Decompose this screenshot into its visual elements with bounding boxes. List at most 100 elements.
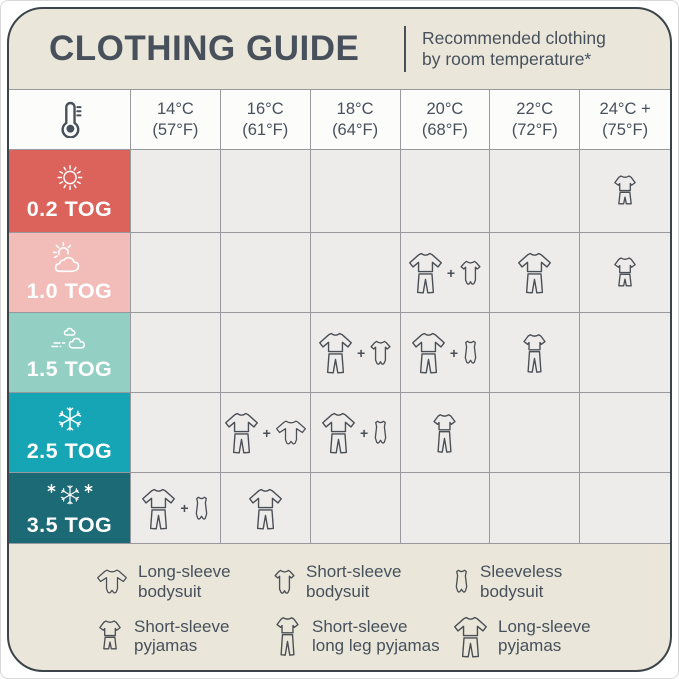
tog-label: 1.0 TOG [26,278,113,303]
long-sleeve-pyjamas-icon [322,412,355,454]
long-sleeve-bodysuit-icon [97,569,127,594]
clothing-cell-r1-c6 [580,150,670,233]
temp-fahrenheit: (72°F) [511,120,558,139]
clothing-cell-r3-c3: + [310,313,401,393]
header-divider [404,26,406,72]
long-sleeve-pyjamas-icon [454,616,487,658]
subtitle-line1: Recommended clothing [422,28,606,48]
column-header-5: 22°C (72°F) [490,90,581,150]
temp-celsius: 20°C [426,100,464,119]
clothing-cell-r2-c6 [580,233,670,313]
sun-icon [57,164,82,190]
short-sleeve-long-leg-pyjamas-icon [523,333,546,373]
sleeveless-bodysuit-icon [464,340,477,364]
clothing-cell-r4-c6 [580,393,670,473]
clothing-cell-r4-c1 [131,393,221,473]
long-sleeve-pyjamas-icon [411,332,445,374]
column-header-4: 20°C (68°F) [400,90,491,150]
thermometer-icon [61,101,82,138]
legend-label: Short-sleeve long leg pyjamas [312,616,440,656]
column-header-1: 14°C (57°F) [131,90,221,150]
plus-separator: + [262,424,271,441]
clothing-cell-r4-c2: + [220,393,311,473]
column-header-6: 24°C + (75°F) [580,90,670,150]
short-sleeve-long-leg-pyjamas-icon [276,617,299,656]
clothing-cell-r2-c1 [131,233,221,313]
header-subtitle: Recommended clothing by room temperature… [422,28,644,70]
legend-label: Sleeveless bodysuit [480,562,563,601]
sleeveless-bodysuit-icon [195,496,207,520]
sleeveless-bodysuit-icon [455,569,468,593]
temp-fahrenheit: (57°F) [152,120,199,139]
clothing-cell-r1-c2 [220,150,311,233]
clothing-cell-r4-c4 [400,393,491,473]
temp-fahrenheit: (64°F) [332,120,379,139]
clothing-cell-r1-c1 [131,150,221,233]
plus-separator: + [446,264,455,281]
long-sleeve-pyjamas-icon [248,488,282,530]
clothing-guide-card: CLOTHING GUIDE Recommended clothing by r… [7,7,672,672]
legend-label: Short-sleeve bodysuit [306,562,402,601]
temp-celsius: 14°C [156,100,194,119]
tog-row-label-2-5-tog: 2.5 TOG [9,393,131,473]
plus-separator: + [449,344,458,361]
clothing-cell-r4-c5 [490,393,581,473]
clothing-cell-r1-c4 [400,150,491,233]
short-sleeve-bodysuit-icon [370,340,391,365]
tog-row-label-0-2-tog: 0.2 TOG [9,150,131,233]
legend: Long-sleeve bodysuit Short-sleeve bodysuit S… [9,544,670,670]
clothing-cell-r3-c4: + [400,313,491,393]
legend-item-short-sleeve-pyjamas: Short-sleeve pyjamas [95,617,272,655]
short-sleeve-pyjamas-icon [614,256,636,286]
long-sleeve-pyjamas-icon [518,252,552,294]
clothing-cell-r2-c3 [310,233,401,313]
long-sleeve-bodysuit-icon [275,420,306,445]
short-sleeve-pyjamas-icon [99,620,121,650]
page-title: CLOTHING GUIDE [49,29,360,68]
clothing-cell-r5-c5 [490,473,581,544]
short-sleeve-bodysuit-icon [274,569,295,594]
long-sleeve-pyjamas-icon [319,332,352,374]
tog-label: 0.2 TOG [26,196,113,221]
snowflakes-icon [47,484,92,505]
temp-celsius: 18°C [336,100,374,119]
plus-separator: + [356,344,366,361]
sun-behind-cloud-icon [52,241,79,272]
clothing-cell-r5-c1: + [131,473,221,544]
short-sleeve-long-leg-pyjamas-icon [433,413,457,453]
clothing-cell-r2-c4: + [400,233,491,313]
clothing-cell-r2-c5 [490,233,581,313]
clothing-cell-r3-c6 [580,313,670,393]
short-sleeve-pyjamas-icon [614,175,636,205]
column-header-2: 16°C (61°F) [220,90,311,150]
tog-label: 1.5 TOG [26,356,113,381]
clothing-cell-r5-c6 [580,473,670,544]
temp-celsius: 16°C [246,100,284,119]
legend-item-short-sleeve-long-leg-pyjamas: Short-sleeve long leg pyjamas [272,615,452,657]
subtitle-line2: by room temperature* [422,49,592,69]
legend-item-short-sleeve-bodysuit: Short-sleeve bodysuit [272,562,452,601]
clothing-cell-r3-c5 [490,313,581,393]
tog-row-label-1-0-tog: 1.0 TOG [9,233,131,313]
temp-celsius: 22°C [516,100,554,119]
clothing-cell-r4-c3: + [310,393,401,473]
tog-row-label-1-5-tog: 1.5 TOG [9,313,131,393]
temp-fahrenheit: (68°F) [421,120,468,139]
clothing-cell-r3-c2 [220,313,311,393]
clothing-cell-r5-c2 [220,473,311,544]
plus-separator: + [359,424,369,441]
clothing-cell-r3-c1 [131,313,221,393]
legend-label: Long-sleeve bodysuit [138,562,231,601]
tog-label: 2.5 TOG [26,438,113,463]
long-sleeve-pyjamas-icon [142,488,176,530]
temp-fahrenheit: (75°F) [602,120,649,139]
plus-separator: + [180,500,189,516]
wind-clouds-icon [50,327,85,349]
legend-label: Long-sleeve pyjamas [498,616,591,656]
legend-label: Short-sleeve pyjamas [134,616,230,656]
tog-row-label-3-5-tog: 3.5 TOG [9,473,131,544]
clothing-cell-r1-c5 [490,150,581,233]
temp-celsius: 24°C + [599,100,651,119]
legend-item-sleeveless-bodysuit: Sleeveless bodysuit [452,562,662,601]
temperature-header-cell [9,90,131,150]
